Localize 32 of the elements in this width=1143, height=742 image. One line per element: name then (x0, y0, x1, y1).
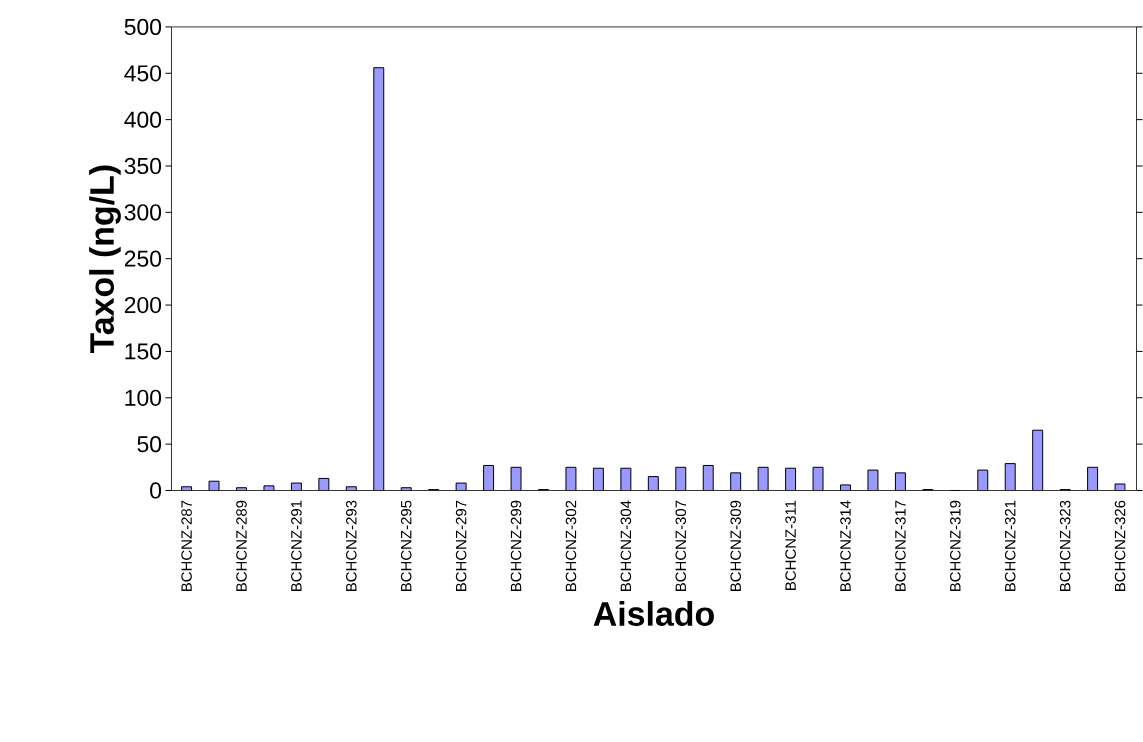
x-tick-label: BCHCNZ-295 (400, 500, 412, 592)
y-tick-label: 450 (124, 65, 162, 82)
x-tick-label: BCHCNZ-314 (840, 500, 851, 592)
y-tick-label: 200 (124, 297, 162, 314)
x-tick-label: BCHCNZ-309 (730, 500, 741, 592)
x-tick-label: BCHCNZ-326 (1114, 500, 1126, 592)
y-axis-title: Taxol (ng/L) (89, 165, 121, 354)
y-tick-label: 0 (150, 482, 162, 499)
y-tick-label: 350 (124, 158, 162, 175)
x-tick-label: BCHCNZ-293 (346, 500, 357, 592)
x-tick-label: BCHCNZ-297 (455, 500, 467, 592)
x-axis-title: Aislado (593, 601, 714, 627)
x-tick-label: BCHCNZ-304 (620, 500, 632, 592)
x-tick-label: BCHCNZ-321 (1004, 500, 1016, 592)
x-tick-label: BCHCNZ-319 (950, 500, 961, 592)
x-tick-label: BCHCNZ-307 (675, 500, 687, 592)
y-tick-label: 500 (124, 18, 162, 36)
x-tick-label: BCHCNZ-317 (895, 500, 906, 592)
y-tick-label: 150 (125, 343, 162, 360)
y-tick-label: 50 (137, 436, 162, 453)
x-tick-label: BCHCNZ-299 (510, 500, 522, 592)
y-tick-label: 250 (124, 250, 162, 267)
y-tick-label: 300 (124, 204, 162, 221)
x-tick-label: BCHCNZ-323 (1059, 500, 1071, 592)
bar (373, 67, 385, 491)
y-tick-label: 100 (125, 389, 162, 407)
x-tick-label: BCHCNZ-311 (785, 500, 796, 591)
x-tick-label: BCHCNZ-289 (236, 500, 247, 592)
y-tick-label: 400 (124, 111, 162, 128)
x-tick-label: BCHCNZ-287 (181, 500, 192, 592)
x-tick-label: BCHCNZ-291 (291, 500, 302, 592)
x-tick-label: BCHCNZ-302 (565, 500, 577, 592)
